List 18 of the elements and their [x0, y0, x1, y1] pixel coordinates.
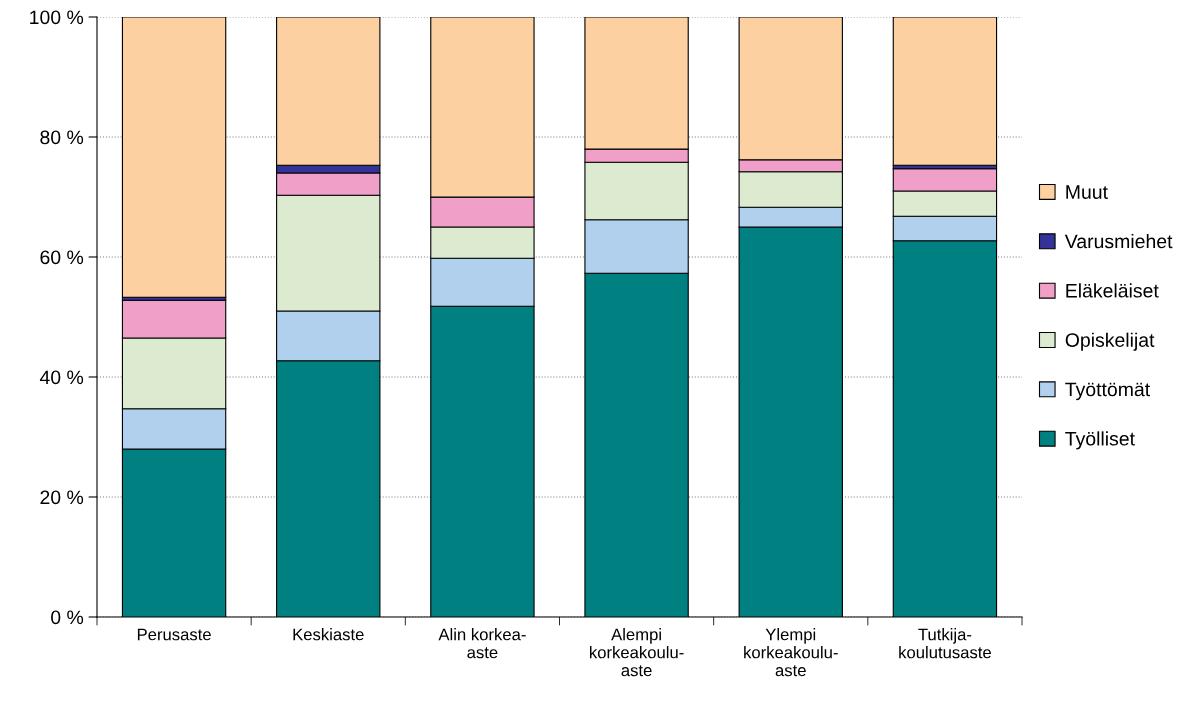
legend-label: Työlliset [1065, 431, 1135, 450]
x-tick-label: Keskiaste [293, 628, 364, 641]
legend-label: Työttömät [1065, 382, 1151, 401]
legend-label: Varusmiehet [1064, 233, 1173, 249]
y-tick-label: 20 % [40, 490, 84, 505]
x-tick-label: Alin korkea- aste [438, 628, 526, 659]
legend-label: Muut [1066, 185, 1108, 199]
y-tick-label: 0 % [51, 610, 84, 625]
y-tick-label: 100 % [30, 10, 84, 25]
y-tick-label: 80 % [40, 130, 84, 145]
legend-label: Eläkeläiset [1066, 283, 1159, 298]
x-tick-label: Alempi korkeakoulu- aste [590, 628, 684, 677]
y-tick-label: 60 % [40, 250, 84, 265]
legend-label: Opiskelijat [1065, 332, 1155, 351]
x-tick-label: Ylempi korkeakoulu- aste [744, 628, 838, 677]
x-tick-label: Tutkija- koulutusaste [899, 628, 991, 659]
x-tick-label: Perusaste [137, 628, 211, 641]
y-tick-label: 40 % [39, 370, 84, 385]
